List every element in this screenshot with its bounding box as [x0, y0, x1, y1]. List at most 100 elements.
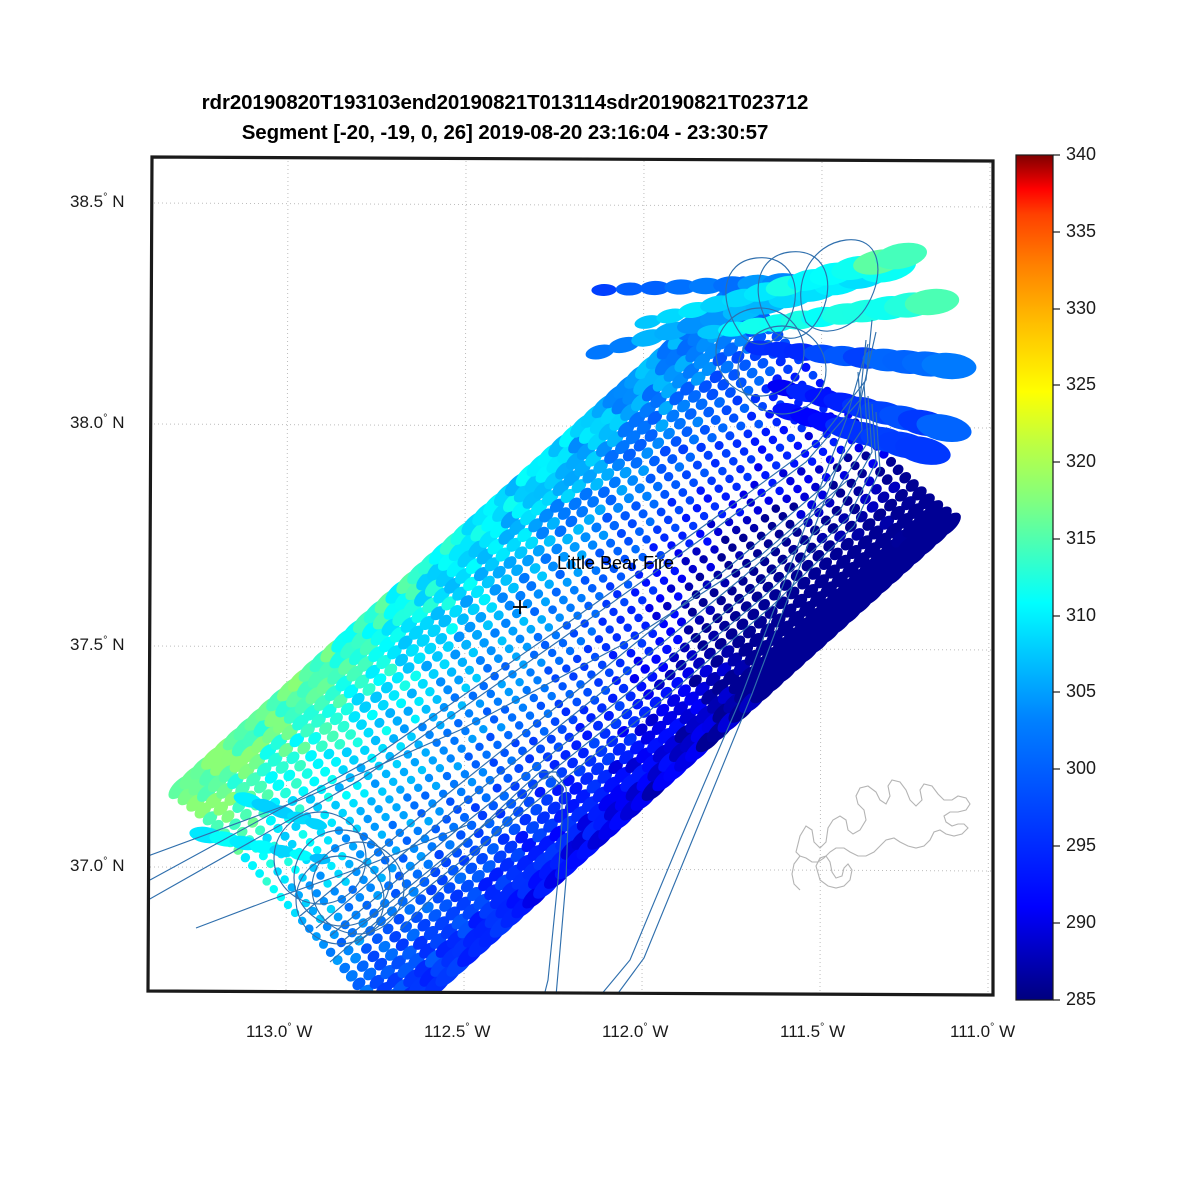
swath-pixel [634, 613, 643, 623]
swath-pixel [814, 465, 824, 474]
swath-pixel [666, 409, 680, 423]
swath-pixel [435, 764, 445, 773]
swath-pixel [605, 494, 617, 506]
swath-pixel [496, 723, 506, 732]
swath-pixel [532, 545, 545, 557]
swath-pixel [823, 540, 836, 552]
swath-pixel [446, 623, 458, 635]
swath-pixel [454, 718, 463, 728]
swath-pixel [721, 535, 730, 545]
swath-pixel [416, 851, 426, 862]
swath-pixel [591, 522, 602, 533]
swath-pixel [881, 474, 893, 485]
swath-pixel [772, 417, 781, 427]
swath-pixel [819, 557, 832, 571]
swath-pixel [804, 474, 813, 484]
swath-pixel [642, 491, 652, 502]
swath-pixel [786, 476, 795, 486]
swath-pixel [400, 921, 412, 933]
swath-pixel [653, 525, 662, 534]
swath-pixel [512, 652, 521, 661]
swath-pixel [406, 688, 417, 699]
swath-pixel [489, 758, 498, 767]
swath-pixel [374, 957, 388, 971]
swath-pixel [758, 598, 770, 611]
swath-pixel [493, 850, 507, 864]
swath-pixel [557, 724, 567, 735]
swath-pixel [689, 478, 698, 488]
swath-pixel [602, 599, 611, 609]
swath-pixel [771, 504, 781, 513]
swath-pixel [686, 650, 698, 661]
swath-pixel [584, 601, 593, 611]
swath-pixel [598, 617, 607, 626]
swath-pixel [725, 387, 736, 398]
swath-pixel [280, 787, 291, 799]
swath-pixel [811, 482, 820, 492]
swath-pixel [330, 756, 342, 767]
swath-pixel [723, 342, 739, 357]
swath-pixel [294, 804, 305, 814]
swath-pixel [562, 577, 572, 587]
swath-pixel [764, 453, 774, 462]
swath-pixel [789, 502, 799, 512]
swath-pixel [417, 765, 427, 775]
swath-pixel [755, 574, 766, 585]
x-tick-label-112.5: 112.5° W [424, 1021, 491, 1041]
swath-pixel [576, 637, 586, 646]
swath-pixel [312, 889, 322, 898]
swath-pixel [688, 521, 698, 531]
swath-pixel [602, 512, 613, 523]
swath-pixel [573, 524, 584, 535]
scan-edge-footprint [921, 352, 977, 380]
scan-edge-footprint [269, 844, 295, 858]
swath-pixel [739, 533, 748, 543]
swath-pixel [588, 737, 600, 749]
swath-pixel [381, 812, 390, 822]
swath-pixel [566, 603, 575, 613]
colorbar-tick-335: 335 [1066, 221, 1097, 241]
swath-pixel [348, 842, 358, 851]
swath-pixel [644, 646, 654, 656]
swath-pixel [633, 656, 643, 666]
swath-pixel [294, 759, 306, 772]
swath-pixel [544, 666, 553, 675]
swath-pixel [667, 454, 678, 465]
swath-pixel [529, 563, 541, 574]
swath-pixel [699, 424, 710, 435]
swath-pixel [566, 559, 576, 570]
swath-pixel [558, 638, 568, 648]
swath-pixel [492, 783, 502, 793]
swath-pixel [534, 786, 546, 798]
swath-pixel [325, 947, 336, 958]
swath-pixel [571, 479, 587, 494]
swath-pixel [775, 443, 785, 452]
gridline-lon-111.0 [987, 158, 991, 995]
swath-pixel [428, 909, 442, 922]
swath-pixel [582, 730, 593, 741]
swath-pixel [522, 598, 533, 609]
swath-pixel [287, 839, 297, 849]
swath-pixel [537, 571, 548, 582]
scan-edge-footprint [634, 315, 662, 329]
swath-pixel [475, 611, 487, 623]
swath-pixel [395, 938, 409, 952]
swath-pixel [551, 587, 561, 597]
swath-pixel [929, 506, 952, 528]
swath-pixel [562, 664, 571, 673]
swath-pixel [598, 574, 608, 583]
swath-pixel [530, 607, 540, 617]
swath-pixel [372, 1001, 402, 1030]
swath-pixel [424, 816, 433, 826]
swath-pixel [567, 757, 578, 769]
swath-pixel [616, 484, 628, 496]
swath-pixel [370, 691, 382, 704]
swath-pixel [515, 677, 524, 687]
swath-pixel [510, 781, 520, 791]
swath-pixel [677, 399, 691, 413]
swath-pixel [781, 537, 792, 547]
swath-pixel [624, 536, 633, 546]
swath-pixel [671, 523, 680, 533]
swath-pixel [594, 635, 604, 644]
swath-pixel [354, 674, 370, 689]
